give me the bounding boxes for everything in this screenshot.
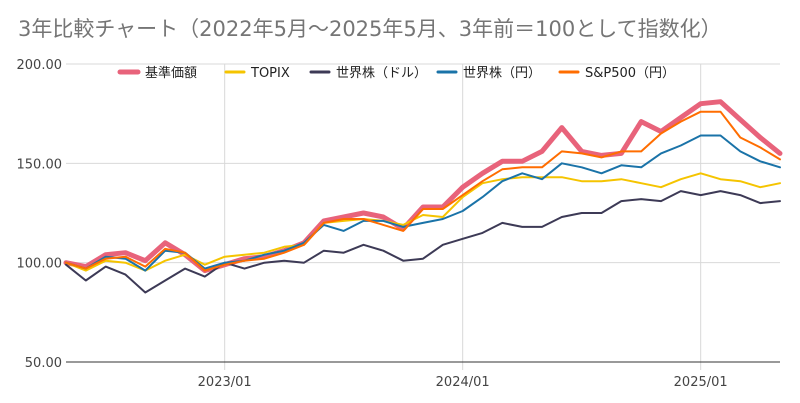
y-tick-label: 200.00: [17, 58, 63, 73]
grid-lines: [66, 63, 780, 370]
legend-label: 世界株（円）: [463, 66, 541, 81]
series-line-2: [65, 190, 781, 294]
chart-title: 3年比較チャート（2022年5月〜2025年5月、3年前＝100として指数化）: [18, 17, 722, 41]
legend-label: TOPIX: [250, 66, 290, 81]
y-tick-label: 100.00: [17, 257, 63, 272]
legend-label: 基準価額: [145, 65, 197, 81]
y-tick-label: 150.00: [17, 157, 63, 172]
legend-label: 世界株（ドル）: [336, 66, 427, 81]
series-line-1: [65, 172, 781, 272]
x-tick-label: 2025/01: [674, 375, 728, 390]
legend-label: S&P500（円）: [585, 66, 675, 81]
x-tick-label: 2024/01: [436, 375, 490, 390]
series-line-4: [65, 110, 781, 272]
y-tick-label: 50.00: [25, 356, 62, 371]
x-tick-label: 2023/01: [198, 375, 252, 390]
series-lines: [63, 99, 783, 294]
axes: 50.00 100.00 150.00 200.00 2023/01 2024/01 202…: [17, 58, 780, 390]
legend: 基準価額 TOPIX 世界株（ドル） 世界株（円） S&P500（円）: [117, 65, 675, 81]
